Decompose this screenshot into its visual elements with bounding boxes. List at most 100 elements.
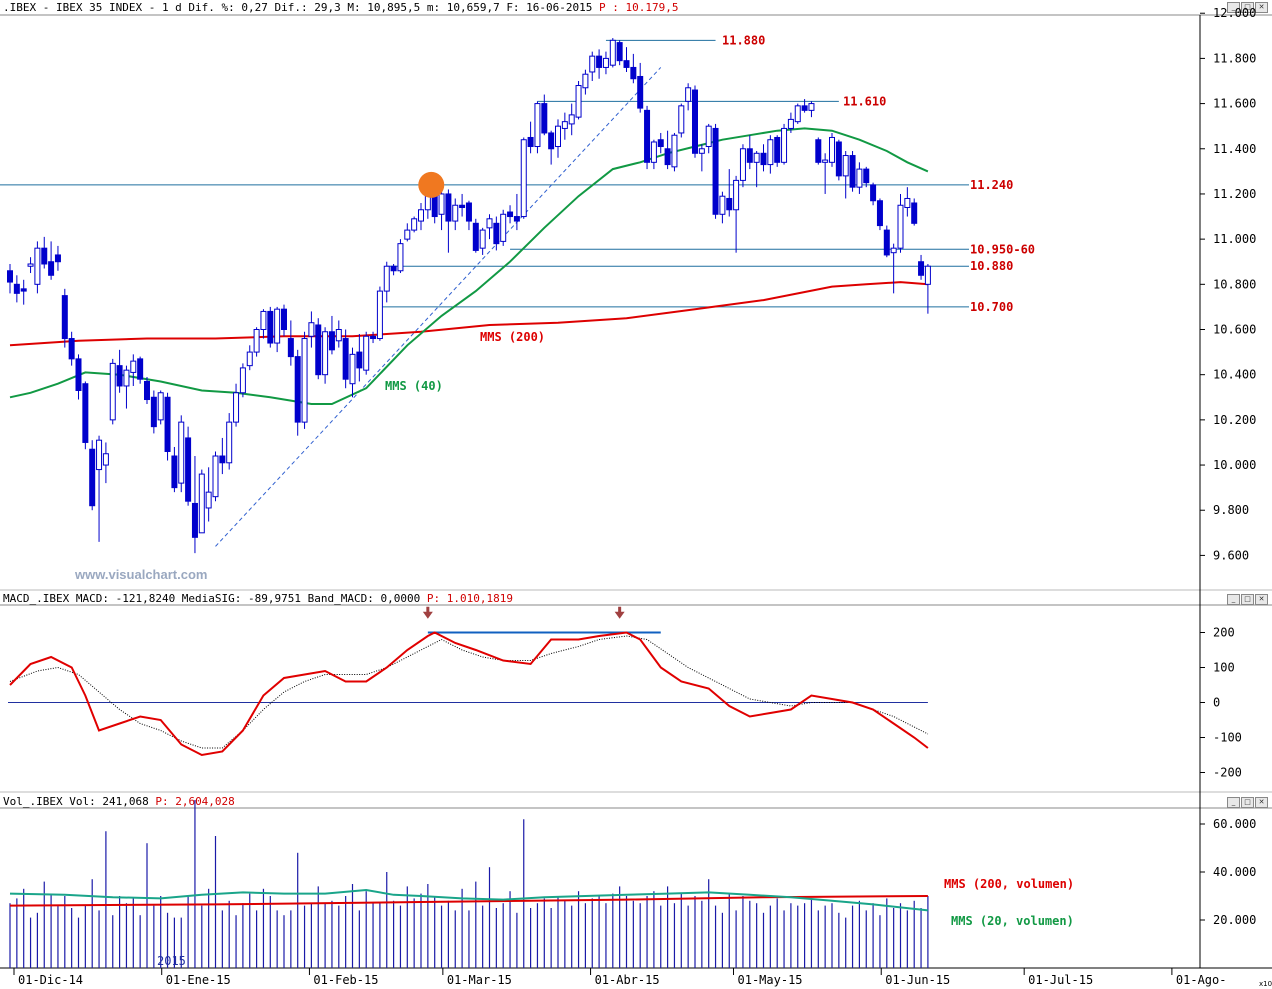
candle-body — [130, 360, 137, 373]
candle-body — [808, 103, 815, 111]
candle-body — [897, 204, 904, 249]
candle-body — [465, 202, 472, 222]
candle — [561, 112, 568, 140]
price-ytick-label: 10.200 — [1213, 413, 1256, 427]
candle — [493, 216, 500, 251]
candle — [342, 329, 349, 389]
candle — [719, 191, 726, 224]
candle — [383, 261, 390, 303]
candle — [308, 311, 315, 348]
maximize-icon[interactable]: □ — [1241, 2, 1254, 13]
price-ytick-label: 11.800 — [1213, 51, 1256, 65]
candle — [144, 376, 150, 405]
candle-body — [863, 168, 870, 184]
close-icon[interactable]: ✕ — [1255, 2, 1268, 13]
candle-body — [911, 202, 918, 224]
candle-body — [411, 218, 418, 231]
candle-body — [75, 358, 82, 391]
candle — [500, 209, 507, 246]
candle-body — [109, 362, 116, 421]
minimize-icon[interactable]: _ — [1227, 2, 1240, 13]
candle-body — [472, 222, 479, 251]
candle — [870, 182, 877, 206]
candle-body — [34, 247, 41, 285]
level-label: 11.610 — [843, 94, 886, 108]
macd-ytick-label: 100 — [1213, 661, 1235, 675]
macd-ytick-label: -100 — [1213, 731, 1242, 745]
candle — [739, 144, 746, 188]
candle — [890, 243, 897, 294]
candle-body — [918, 261, 925, 276]
candle — [644, 105, 651, 170]
candle — [20, 279, 27, 305]
price-ytick-label: 12.000 — [1213, 6, 1256, 20]
candle — [287, 320, 294, 366]
candle-body — [835, 141, 842, 177]
candle — [698, 144, 705, 172]
candle — [746, 135, 753, 170]
candle — [774, 135, 781, 167]
candle-body — [822, 159, 829, 163]
price-header-p: P : 10.179,5 — [599, 1, 679, 14]
candle-body — [356, 351, 363, 369]
candle — [185, 426, 192, 506]
candle-body — [418, 209, 424, 222]
vol-header-text: Vol_.IBEX Vol: 241,068 — [3, 795, 149, 808]
candle — [246, 345, 253, 371]
candle — [856, 162, 863, 194]
level-label: 10.700 — [970, 300, 1013, 314]
candle — [315, 318, 322, 380]
macd-ytick-label: -200 — [1213, 766, 1242, 780]
candle — [68, 331, 75, 366]
candle-body — [712, 127, 719, 215]
macd-header-text: MACD_.IBEX MACD: -121,8240 MediaSIG: -89… — [3, 592, 421, 605]
price-window-buttons: _ □ ✕ — [1227, 2, 1268, 13]
candle — [178, 415, 185, 493]
candle — [507, 205, 514, 224]
candle — [164, 392, 171, 461]
candle — [582, 69, 589, 95]
down-arrow-icon — [422, 606, 433, 619]
candle-body — [541, 103, 548, 134]
candle — [616, 40, 623, 66]
year-label: 2015 — [157, 954, 186, 968]
candle — [418, 202, 424, 231]
candle — [205, 467, 212, 522]
candle-body — [205, 491, 212, 509]
candle-body — [48, 261, 55, 276]
candle-body — [123, 369, 130, 387]
candle-body — [102, 453, 109, 466]
candle — [397, 239, 404, 274]
candle — [445, 189, 452, 253]
candle — [363, 331, 370, 375]
candle-body — [342, 338, 349, 380]
candle — [137, 356, 144, 384]
mms40-label: MMS (40) — [385, 379, 443, 393]
candle-body — [212, 455, 219, 498]
candle — [767, 135, 774, 174]
candle — [513, 193, 520, 231]
candle — [226, 413, 233, 470]
candle — [692, 85, 698, 158]
candle — [678, 103, 685, 138]
candle — [376, 286, 383, 341]
candle-body — [61, 295, 68, 340]
candle-body — [157, 392, 164, 421]
down-arrow-icon — [614, 606, 625, 619]
candle — [253, 327, 260, 357]
candle-body — [137, 358, 144, 380]
candle-body — [904, 197, 911, 209]
candle — [130, 354, 137, 386]
corner-label: x10 — [1259, 980, 1272, 988]
candle — [233, 383, 240, 427]
candle — [116, 349, 123, 393]
candle-body — [842, 155, 849, 177]
candle — [650, 139, 657, 170]
candle — [96, 435, 103, 542]
candle-body — [602, 57, 609, 68]
candle — [822, 153, 829, 194]
xtick-label: 01-Mar-15 — [447, 973, 512, 987]
price-ytick-label: 10.400 — [1213, 368, 1256, 382]
candle — [267, 306, 274, 348]
